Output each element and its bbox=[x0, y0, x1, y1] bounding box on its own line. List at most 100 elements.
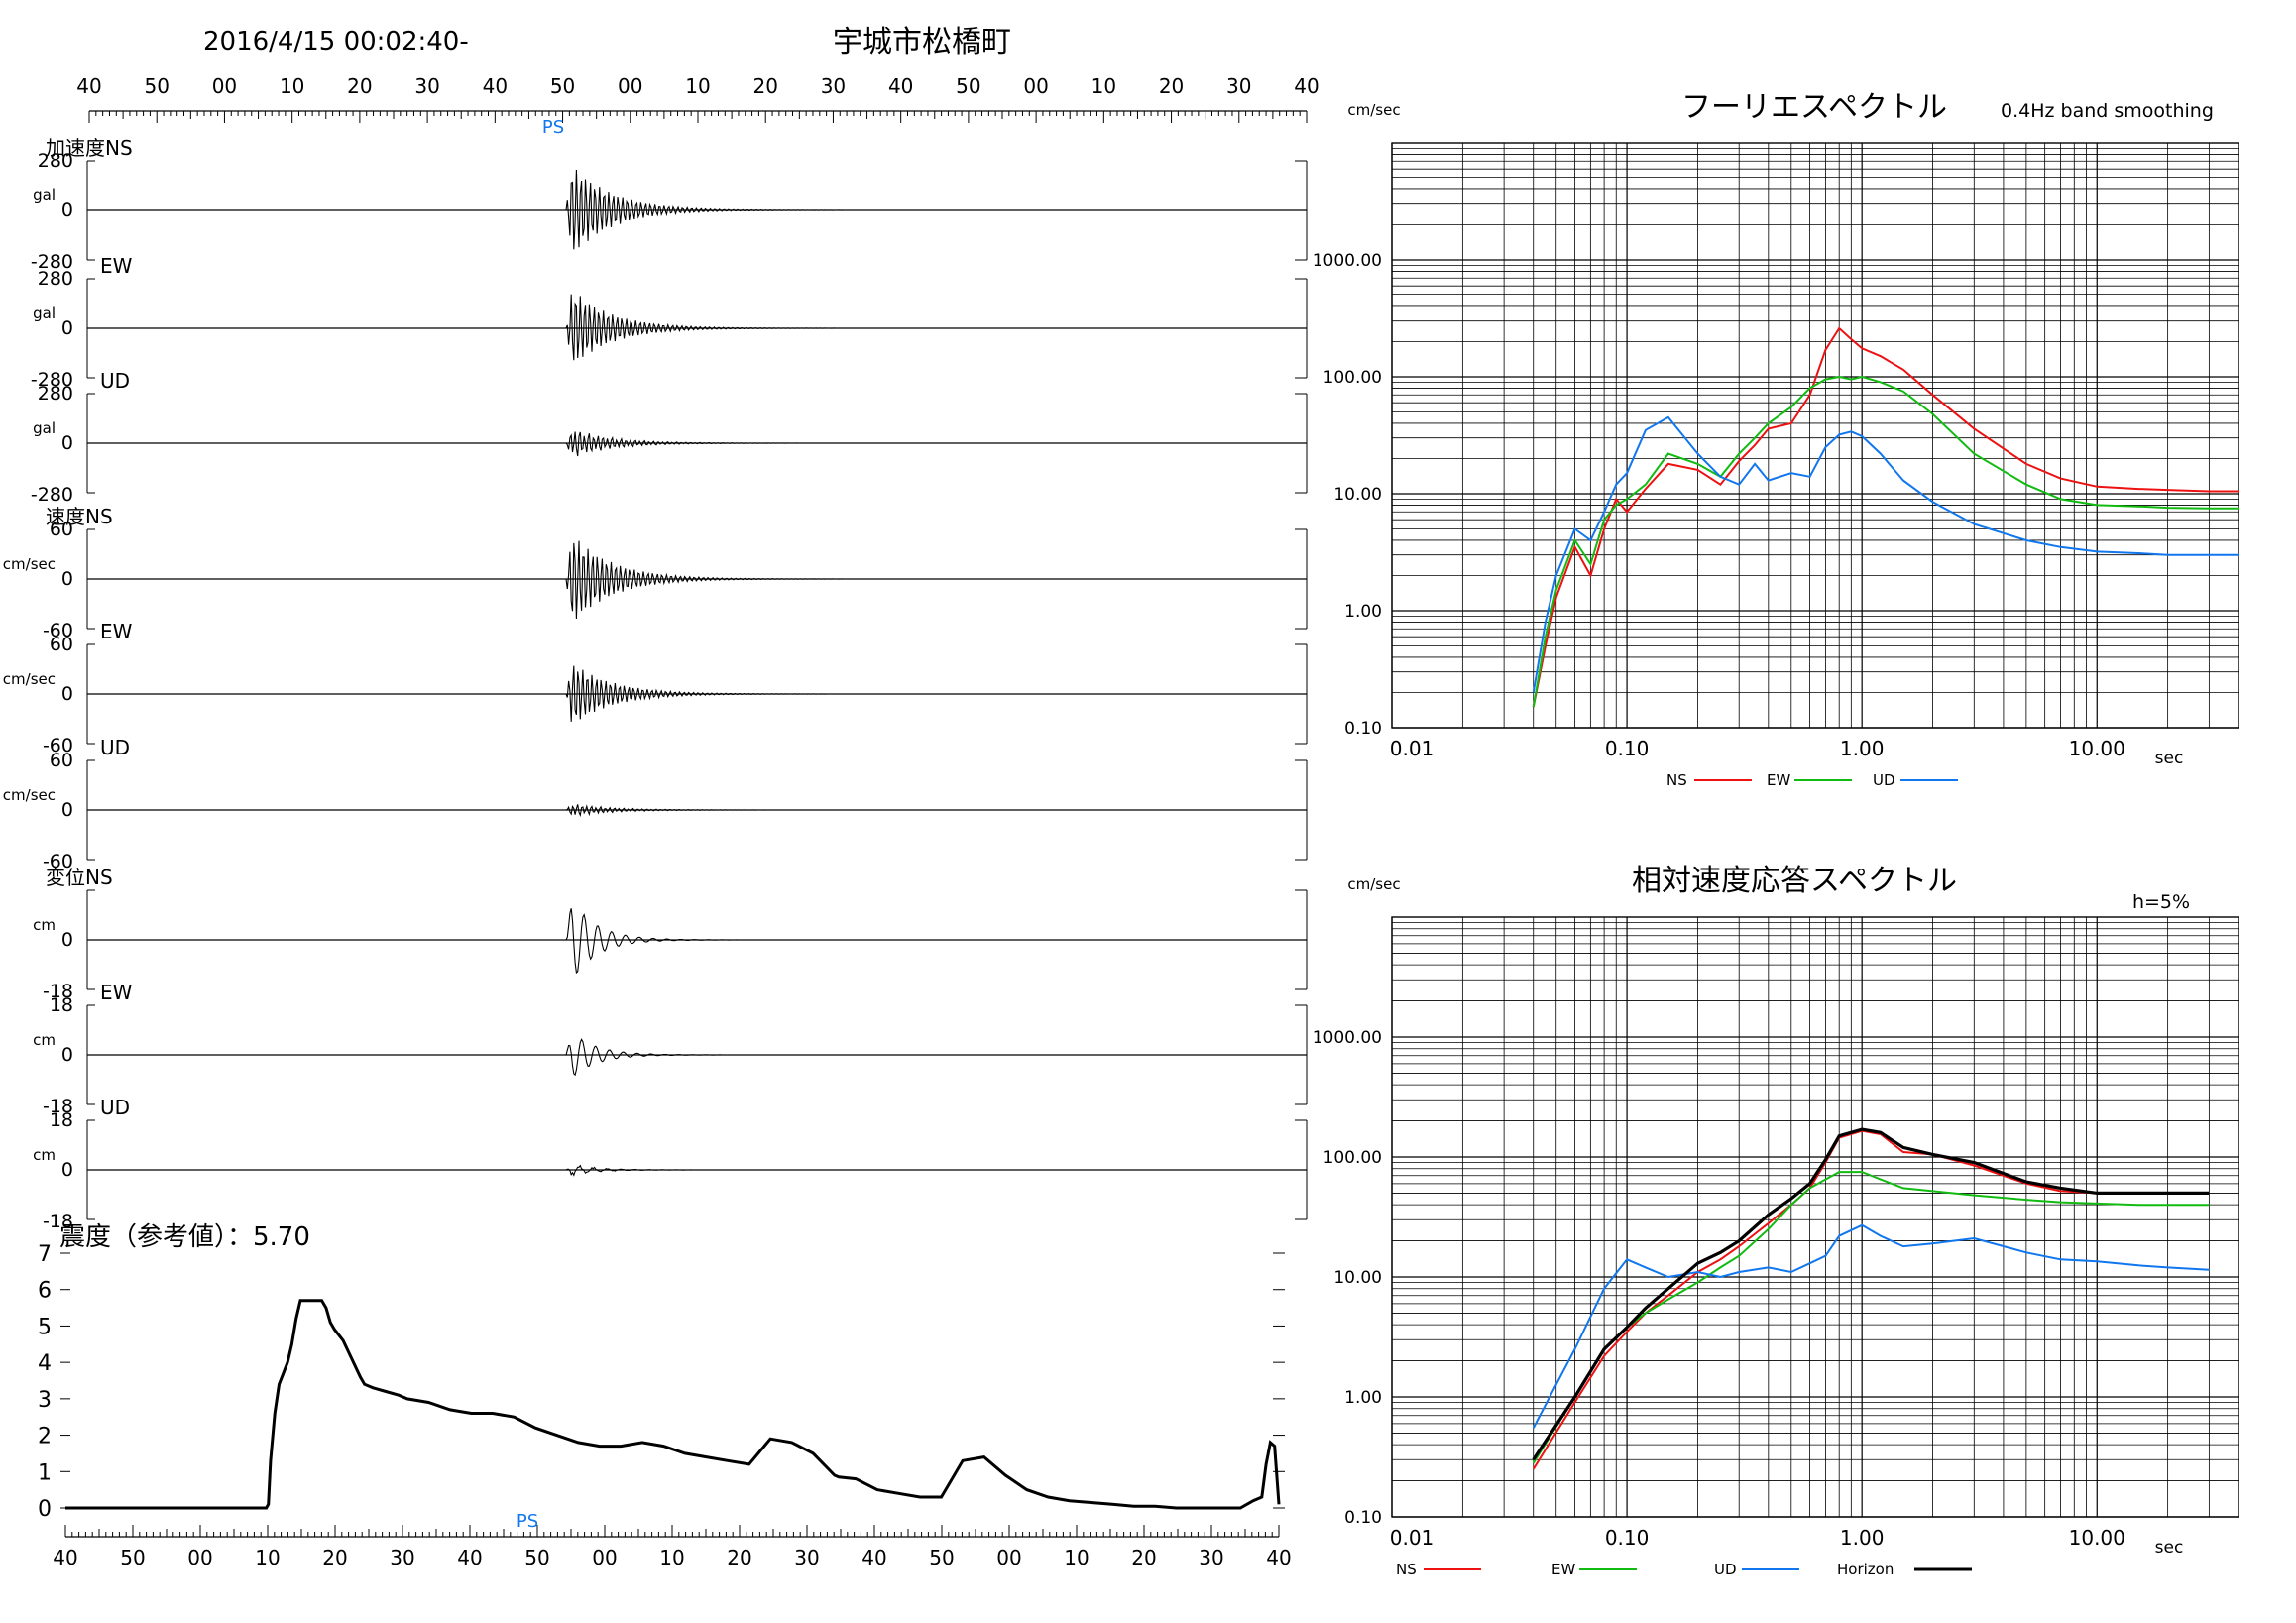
intensity-x-tick-label: 50 bbox=[524, 1546, 549, 1569]
waveform-panel: 60 -60 0 cm/sec 速度NS bbox=[3, 505, 1308, 641]
y-tick-label: 0.10 bbox=[1344, 1508, 1382, 1528]
panel-zero-label: 0 bbox=[61, 432, 73, 454]
legend-label: UD bbox=[1714, 1561, 1737, 1578]
waveform-trace bbox=[87, 169, 1305, 250]
station-title: 宇城市松橋町 bbox=[833, 25, 1011, 59]
panel-max-label: 280 bbox=[38, 150, 73, 172]
panel-zero-label: 0 bbox=[61, 929, 73, 951]
panel-max-label: 60 bbox=[50, 750, 73, 771]
intensity-y-tick-label: 7 bbox=[38, 1242, 52, 1267]
y-tick-label: 1.00 bbox=[1344, 1388, 1382, 1408]
x-tick-label: 1.00 bbox=[1840, 737, 1885, 760]
intensity-x-tick-label: 50 bbox=[929, 1546, 954, 1569]
panel-zero-label: 0 bbox=[61, 799, 73, 821]
intensity-title: 震度（参考値）：5.70 bbox=[59, 1222, 310, 1252]
panel-zero-label: 0 bbox=[61, 568, 73, 590]
response-note: h=5% bbox=[2132, 891, 2190, 913]
intensity-x-tick-label: 30 bbox=[794, 1546, 819, 1569]
intensity-x-tick-label: 00 bbox=[996, 1546, 1021, 1569]
legend-label: EW bbox=[1551, 1561, 1575, 1578]
y-axis-unit: cm/sec bbox=[1347, 875, 1400, 893]
panel-unit-label: cm/sec bbox=[3, 786, 56, 804]
panel-unit-label: cm bbox=[33, 916, 56, 934]
waveform-panels: 280-2800gal加速度NS280-2800galEW280-2800gal… bbox=[3, 136, 1308, 1232]
response-title: 相対速度応答スペクトル bbox=[1632, 864, 1957, 898]
panel-min-label: -60 bbox=[43, 851, 73, 872]
top-axis-tick-label: 30 bbox=[1226, 74, 1251, 98]
intensity-x-tick-label: 30 bbox=[390, 1546, 414, 1569]
panel-unit-label: cm bbox=[33, 1031, 56, 1049]
y-tick-label: 10.00 bbox=[1333, 485, 1382, 505]
waveform-trace bbox=[87, 1164, 1305, 1177]
x-axis-unit: sec bbox=[2155, 749, 2184, 768]
panel-unit-label: cm/sec bbox=[3, 670, 56, 688]
x-axis-unit: sec bbox=[2155, 1538, 2184, 1558]
intensity-x-tick-label: 20 bbox=[1131, 1546, 1156, 1569]
fourier-note: 0.4Hz band smoothing bbox=[2001, 100, 2214, 122]
panel-zero-label: 0 bbox=[61, 317, 73, 339]
x-tick-label: 0.10 bbox=[1605, 1526, 1650, 1550]
panel-component-label: UD bbox=[100, 1096, 130, 1119]
intensity-x-tick-label: 50 bbox=[120, 1546, 145, 1569]
waveform-trace bbox=[87, 540, 1305, 620]
top-axis-tick-label: 50 bbox=[956, 74, 980, 98]
top-axis-tick-label: 20 bbox=[1159, 74, 1184, 98]
panel-component-label: EW bbox=[100, 620, 133, 643]
panel-component-label: 速度NS bbox=[46, 505, 113, 528]
top-axis-tick-label: 40 bbox=[1294, 74, 1319, 98]
waveform-trace bbox=[87, 1038, 1305, 1077]
waveform-panel: 280 -280 0 gal 加速度NS bbox=[31, 136, 1308, 273]
top-axis-tick-label: 30 bbox=[414, 74, 439, 98]
panel-zero-label: 0 bbox=[61, 1159, 73, 1181]
intensity-x-tick-label: 40 bbox=[53, 1546, 77, 1569]
panel-zero-label: 0 bbox=[61, 683, 73, 705]
ps-marker-label: PS bbox=[542, 117, 564, 138]
intensity-x-tick-label: 10 bbox=[1064, 1546, 1089, 1569]
intensity-x-tick-label: 40 bbox=[457, 1546, 482, 1569]
intensity-x-tick-label: 10 bbox=[659, 1546, 684, 1569]
fourier-spectrum-chart: 0.10 1.00 10.00 100.00 1000.00 0.01 0.10 1.00 10… bbox=[1313, 90, 2239, 789]
intensity-y-tick-label: 1 bbox=[38, 1460, 52, 1485]
top-axis-tick-label: 20 bbox=[752, 74, 777, 98]
panel-zero-label: 0 bbox=[61, 199, 73, 221]
series-line-ud bbox=[1532, 415, 2239, 693]
panel-component-label: UD bbox=[100, 736, 130, 759]
panel-min-label: -60 bbox=[43, 735, 73, 756]
panel-component-label: 変位NS bbox=[46, 866, 113, 889]
top-axis-tick-label: 40 bbox=[76, 74, 101, 98]
response-spectrum-chart: 0.10 1.00 10.00 100.00 1000.00 0.01 0.10 1.00 10… bbox=[1313, 864, 2239, 1578]
panel-component-label: UD bbox=[100, 369, 130, 393]
fourier-title: フーリエスペクトル bbox=[1681, 90, 1947, 125]
panel-unit-label: gal bbox=[33, 419, 56, 437]
top-axis-tick-label: 50 bbox=[550, 74, 575, 98]
panel-min-label: -280 bbox=[31, 369, 73, 391]
intensity-y-tick-label: 5 bbox=[38, 1315, 52, 1339]
intensity-y-tick-label: 6 bbox=[38, 1279, 52, 1304]
legend-label: NS bbox=[1396, 1561, 1417, 1578]
panel-unit-label: gal bbox=[33, 186, 56, 204]
panel-min-label: -280 bbox=[31, 251, 73, 273]
intensity-ps-label: PS bbox=[517, 1511, 538, 1532]
panel-max-label: 60 bbox=[50, 519, 73, 540]
panel-component-label: 加速度NS bbox=[46, 136, 133, 160]
top-axis-tick-label: 00 bbox=[1023, 74, 1048, 98]
panel-min-label: -18 bbox=[43, 1211, 73, 1232]
intensity-y-tick-label: 0 bbox=[38, 1497, 52, 1522]
waveform-trace bbox=[87, 431, 1305, 457]
series-line-horizon bbox=[1532, 1127, 2210, 1461]
top-axis-tick-label: 00 bbox=[212, 74, 237, 98]
panel-min-label: -18 bbox=[43, 981, 73, 1002]
series-line-ns bbox=[1532, 1129, 2210, 1470]
intensity-chart: 震度（参考値）：5.70 0 1 2 3 4 5 6 7 40 50 00 10 20 30 40 50 00 10… bbox=[38, 1222, 1292, 1569]
series-line-ns bbox=[1532, 326, 2239, 708]
top-axis-tick-label: 10 bbox=[685, 74, 710, 98]
waveform-trace bbox=[87, 665, 1305, 722]
intensity-y-tick-label: 3 bbox=[38, 1388, 52, 1413]
top-axis-tick-label: 00 bbox=[618, 74, 642, 98]
panel-zero-label: 0 bbox=[61, 1044, 73, 1066]
intensity-x-tick-label: 40 bbox=[1266, 1546, 1291, 1569]
panel-unit-label: cm/sec bbox=[3, 555, 56, 573]
x-tick-label: 10.00 bbox=[2069, 1526, 2125, 1550]
